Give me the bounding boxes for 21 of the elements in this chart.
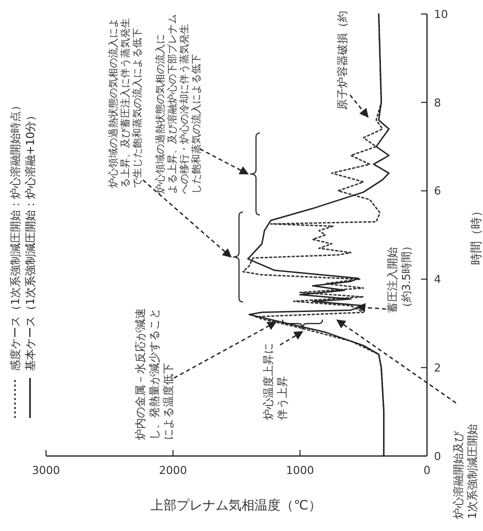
annotation: 原子炉容器破損（約 [336, 11, 349, 110]
annotation: 炉心領域の過熱状態の気相の流入による上昇、及び蓄圧注入に伴う蒸気発生で生じた飽和蒸気の流入による低下 [108, 18, 144, 188]
y-tick-label: 0 [434, 450, 441, 463]
annotation: 炉心温度上昇に伴う上昇 [262, 343, 289, 420]
annotation: 炉心領域の過熱状態の気相の流入による上昇、及び溶融炉心の下部プレナムへの移行・炉心の冷却に伴う蒸気発生した飽和蒸気の流入による低下 [154, 14, 202, 194]
annotation: 炉内の金属－水反応が減速し、発熱量が減少することによる温度低下 [134, 308, 175, 440]
y-tick-label: 8 [434, 96, 441, 110]
y-axis-title: 時間（時） [469, 205, 483, 265]
x-tick-label: 3000 [32, 464, 60, 477]
y-tick-label: 6 [434, 184, 441, 198]
x-tick-label: 0 [424, 464, 430, 477]
text: 炉心溶融開始及び1次系強制減圧開始 [452, 424, 479, 519]
text: 基本ケース（1次系強制減圧開始：炉心溶融+10分） [24, 110, 37, 371]
y-tick-label: 4 [434, 273, 441, 286]
y-tick-label: 2 [434, 361, 441, 374]
x-tick-label: 1000 [286, 464, 314, 477]
text: 感度ケース（1次系強制減圧開始：炉心溶融開始時点） [8, 100, 22, 371]
y-tick-label: 10 [434, 8, 448, 21]
annotation: 蓄圧注入開始（約3.5時間） [386, 240, 413, 313]
x-axis-title: 上部プレナム気相温度（℃） [150, 498, 322, 514]
x-tick-label: 2000 [159, 464, 187, 477]
